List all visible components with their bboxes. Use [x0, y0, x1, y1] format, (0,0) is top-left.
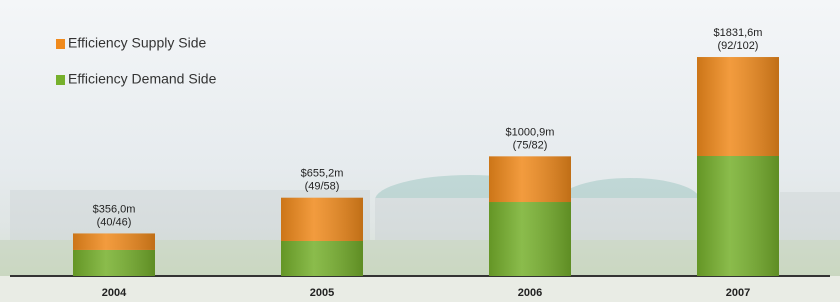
bar-shine — [73, 250, 155, 276]
legend-label: Efficiency Supply Side — [68, 35, 206, 51]
legend-swatch — [56, 75, 65, 85]
count-label: (49/58) — [305, 181, 340, 193]
x-tick-label: 2004 — [102, 287, 127, 299]
legend-swatch — [56, 39, 65, 49]
bar-shine — [73, 233, 155, 249]
bar-shine — [489, 156, 571, 202]
count-label: (40/46) — [97, 216, 132, 228]
count-label: (92/102) — [718, 40, 759, 52]
bar-shine — [697, 156, 779, 276]
chart: Efficiency Demand Side Efficiency Supply … — [0, 0, 840, 302]
total-label: $356,0m — [93, 203, 136, 215]
bar-shine — [281, 198, 363, 241]
total-label: $1831,6m — [714, 27, 763, 39]
x-tick-label: 2007 — [726, 287, 750, 299]
legend-label: Efficiency Demand Side — [68, 71, 217, 87]
bar-shine — [697, 57, 779, 156]
x-tick-label: 2006 — [518, 287, 542, 299]
bar-shine — [281, 241, 363, 276]
total-label: $1000,9m — [506, 126, 555, 138]
total-label: $655,2m — [301, 168, 344, 180]
bar-shine — [489, 202, 571, 276]
x-tick-label: 2005 — [310, 287, 334, 299]
count-label: (75/82) — [513, 139, 548, 151]
